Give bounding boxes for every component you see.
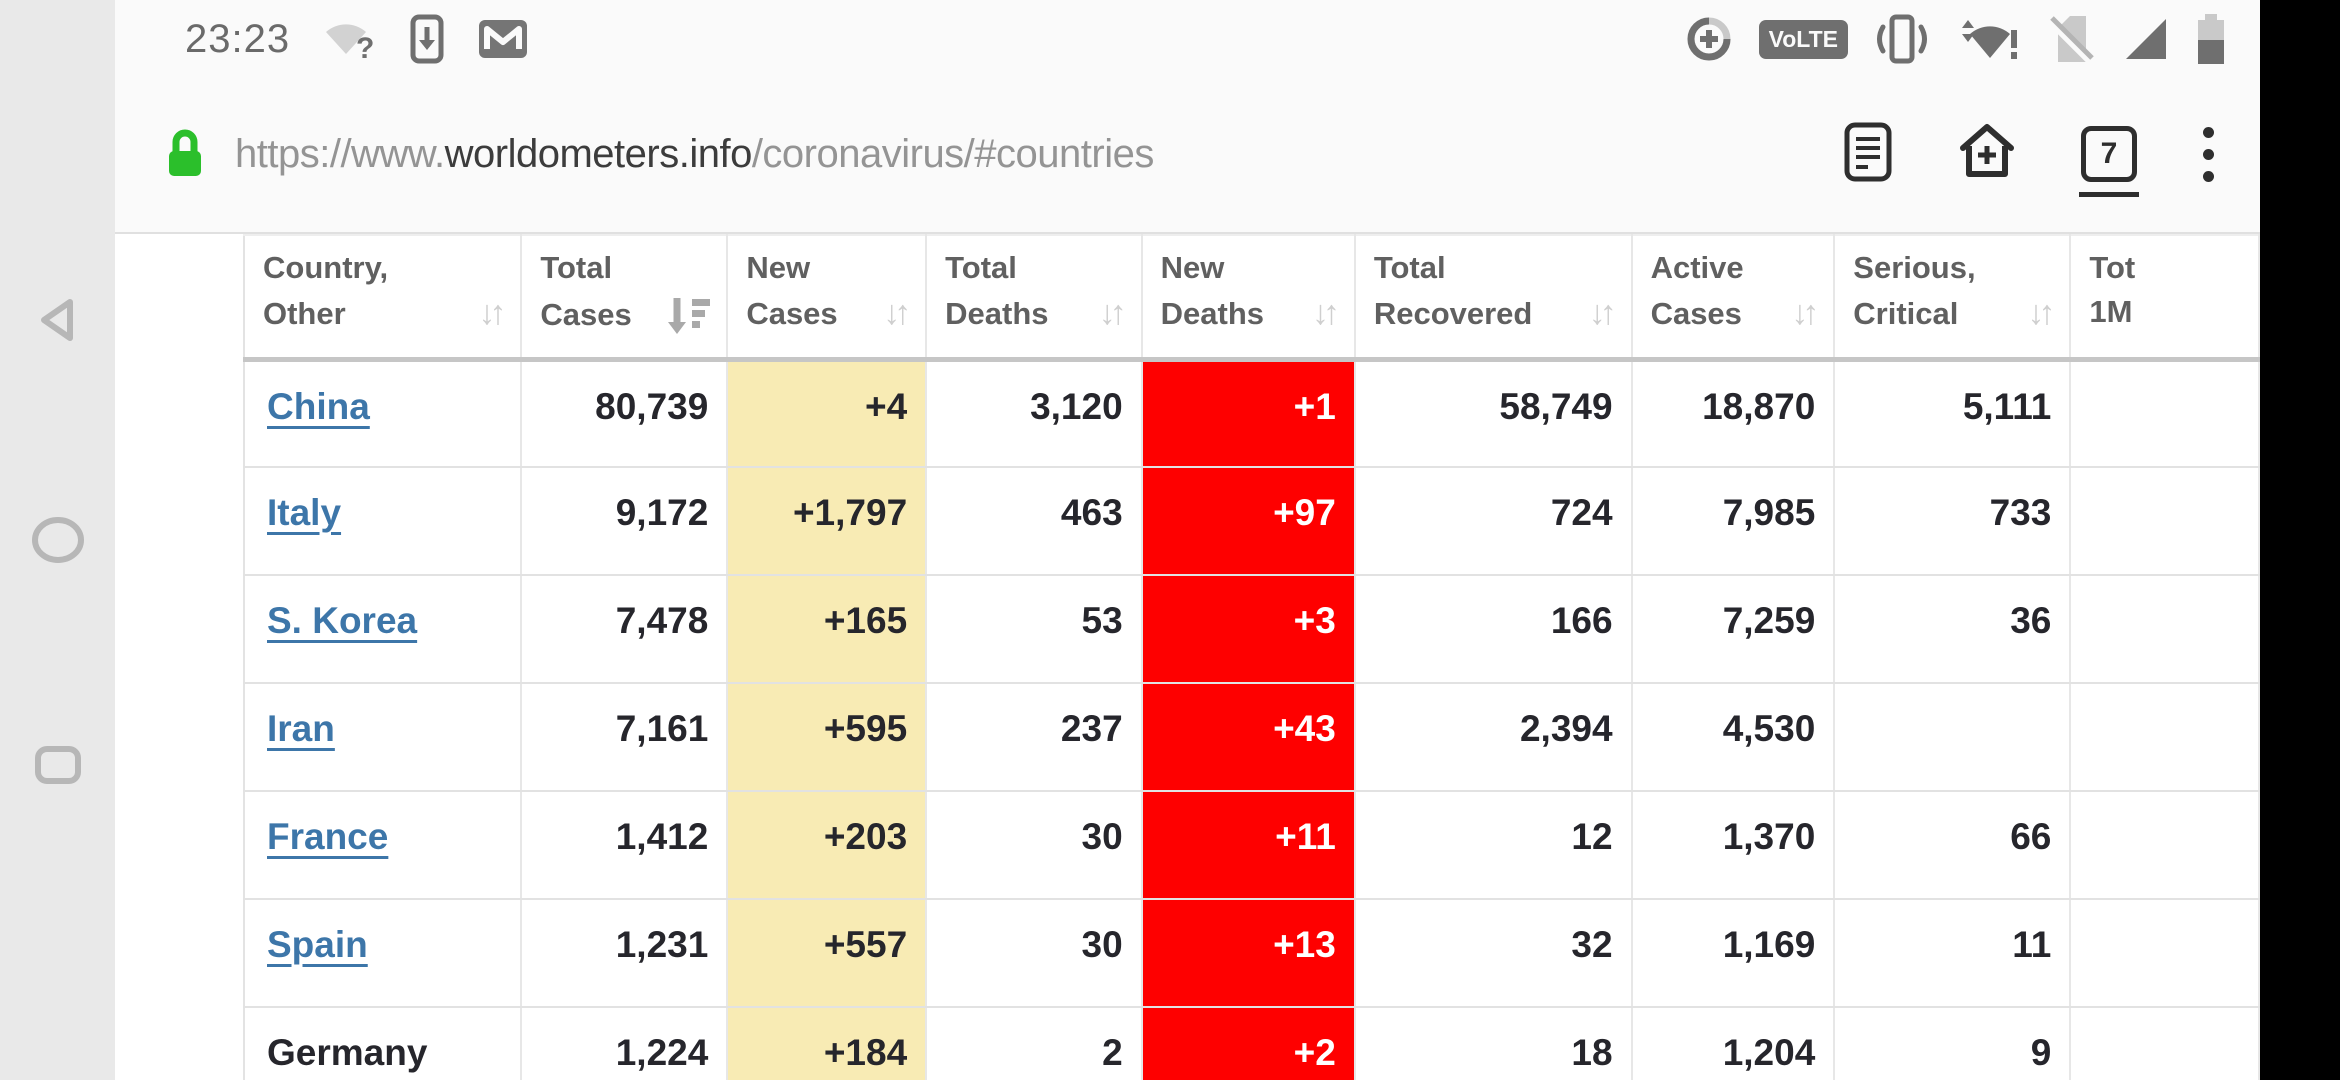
add-to-home-icon <box>1960 123 2014 177</box>
header-row: Country, Other ↓↑ Total Cases <box>244 235 2260 362</box>
col-header-total-deaths[interactable]: Total Deaths ↓↑ <box>926 235 1143 362</box>
sort-icon: ↓↑ <box>2027 294 2055 332</box>
menu-kebab-icon <box>2203 126 2214 138</box>
country-link[interactable]: S. Korea <box>267 600 418 641</box>
table-row-france: France 1,412 +203 30 +11 12 1,370 66 <box>244 791 2260 900</box>
col-header-total-recovered[interactable]: Total Recovered ↓↑ <box>1354 235 1633 362</box>
android-nav-bar <box>0 0 115 1080</box>
sort-icon: ↓↑ <box>1098 294 1127 332</box>
table-row-china: China 80,739 +4 3,120 +1 58,749 18,870 5… <box>244 359 2260 468</box>
col-header-serious-critical[interactable]: Serious, Critical ↓↑ <box>1834 235 2072 362</box>
vibrate-icon <box>1877 14 1927 64</box>
col-header-active-cases[interactable]: Active Cases ↓↑ <box>1631 235 1836 362</box>
add-to-home-button[interactable] <box>1955 120 2019 189</box>
table-row-skorea: S. Korea 7,478 +165 53 +3 166 7,259 36 <box>244 575 2260 684</box>
table-row-italy: Italy 9,172 +1,797 463 +97 724 7,985 733 <box>244 467 2260 576</box>
signal-full-icon <box>2126 19 2166 59</box>
reader-mode-icon <box>1844 122 1892 181</box>
url-domain: worldometers.info <box>444 131 753 176</box>
battery-half-icon <box>2198 14 2224 64</box>
url-omnibox[interactable]: https://www.worldometers.info/coronaviru… <box>235 132 1154 177</box>
sort-icon: ↓↑ <box>1311 294 1340 332</box>
sort-desc-icon <box>666 294 712 336</box>
country-link[interactable]: Iran <box>267 708 335 749</box>
country-link[interactable]: France <box>267 816 389 857</box>
reader-mode-button[interactable] <box>1843 121 1893 188</box>
svg-text:?: ? <box>356 32 374 62</box>
home-circle-icon <box>31 517 84 563</box>
https-lock-icon <box>169 129 201 176</box>
sort-icon: ↓↑ <box>478 294 506 332</box>
table-row-iran: Iran 7,161 +595 237 +43 2,394 4,530 <box>244 683 2260 792</box>
recents-button[interactable] <box>0 710 115 820</box>
recents-square-icon <box>34 746 81 784</box>
sort-icon: ↓↑ <box>1588 294 1617 332</box>
url-scheme: https://www. <box>235 131 445 176</box>
display-cutout-strip <box>2260 0 2340 1080</box>
back-triangle-icon <box>40 299 73 341</box>
url-path: /coronavirus/#countries <box>751 131 1154 176</box>
sort-icon: ↓↑ <box>1791 294 1819 332</box>
col-header-new-deaths[interactable]: New Deaths ↓↑ <box>1141 235 1356 362</box>
home-button[interactable] <box>0 485 115 595</box>
no-sim-icon <box>2046 16 2094 64</box>
wifi-alert-icon <box>1962 20 2017 59</box>
col-header-country[interactable]: Country, Other ↓↑ <box>244 235 523 362</box>
data-saver-icon <box>1687 17 1731 61</box>
url-bar: https://www.worldometers.info/coronaviru… <box>115 78 2260 230</box>
status-bar: 23:23 ? <box>115 0 2260 78</box>
country-link[interactable]: Italy <box>267 492 342 533</box>
clock: 23:23 <box>185 16 291 61</box>
wifi-question-icon: ? <box>326 24 374 62</box>
country-link[interactable]: Spain <box>267 924 368 965</box>
sort-icon: ↓↑ <box>883 294 911 332</box>
tab-count: 7 <box>2081 126 2137 182</box>
page-content: Country, Other ↓↑ Total Cases <box>115 234 2260 1080</box>
col-header-tot-1m[interactable]: Tot 1M <box>2070 235 2260 362</box>
col-header-new-cases[interactable]: New Cases ↓↑ <box>727 235 928 362</box>
volte-badge: VoLTE <box>1758 19 1848 59</box>
gmail-icon <box>479 20 528 58</box>
back-button[interactable] <box>0 265 115 375</box>
menu-button[interactable] <box>2199 123 2218 186</box>
phone-download-icon <box>410 14 444 64</box>
table-row-germany: Germany 1,224 +184 2 +2 18 1,204 9 <box>244 1007 2260 1080</box>
covid-countries-table: Country, Other ↓↑ Total Cases <box>243 234 2260 1080</box>
country-link[interactable]: China <box>267 385 370 427</box>
col-header-total-cases[interactable]: Total Cases <box>521 235 729 362</box>
browser-chrome: 23:23 ? <box>115 0 2260 234</box>
table-row-spain: Spain 1,231 +557 30 +13 32 1,169 11 <box>244 899 2260 1008</box>
country-label: Germany <box>267 1032 428 1073</box>
tab-underline <box>2079 192 2139 197</box>
tab-switcher-button[interactable]: 7 <box>2079 126 2139 197</box>
